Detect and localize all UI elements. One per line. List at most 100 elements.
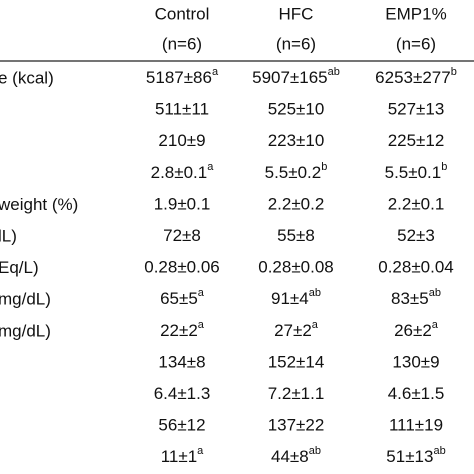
cell-value: 26±2 xyxy=(394,321,432,340)
cell-superscript: a xyxy=(197,445,204,457)
cell-value: 2.8±0.1 xyxy=(151,163,208,182)
cell: 130±9 xyxy=(392,353,439,372)
cell-value: 5.5±0.2 xyxy=(265,163,322,182)
cell: 137±22 xyxy=(268,416,325,435)
cell: 65±5a xyxy=(160,287,205,309)
cell-value: 525±10 xyxy=(268,100,325,119)
cell-value: 27±2 xyxy=(274,321,312,340)
cell: 0.28±0.04 xyxy=(378,258,454,277)
cell-superscript: a xyxy=(432,319,439,331)
cell-value: 137±22 xyxy=(268,416,325,435)
cell-superscript: a xyxy=(198,287,205,299)
cell: 5.5±0.1b xyxy=(385,161,448,183)
cell-value: 111±19 xyxy=(389,416,443,435)
cell-value: 152±14 xyxy=(268,353,325,372)
cell-value: 134±8 xyxy=(158,353,205,372)
cell-superscript: ab xyxy=(309,287,321,299)
cell: 56±12 xyxy=(158,416,205,435)
cell-value: 6.4±1.3 xyxy=(154,384,211,403)
cell: 2.8±0.1a xyxy=(151,161,215,183)
row-label: mg/dL) xyxy=(0,321,51,340)
cell-value: 527±13 xyxy=(388,100,445,119)
row-label: lL) xyxy=(0,226,17,245)
cell: 27±2a xyxy=(274,319,319,341)
cell: 22±2a xyxy=(160,319,205,341)
cell: 5907±165ab xyxy=(252,66,340,88)
cell: 72±8 xyxy=(163,226,201,245)
cell-superscript: ab xyxy=(433,445,445,457)
cell-value: 511±11 xyxy=(155,100,209,119)
row-label: e (kcal) xyxy=(0,68,54,87)
cell-value: 2.2±0.2 xyxy=(268,195,325,214)
cell-value: 4.6±1.5 xyxy=(388,384,445,403)
column-header: Control xyxy=(155,4,210,23)
cell: 11±1a xyxy=(161,445,204,467)
cell-value: 7.2±1.1 xyxy=(268,384,325,403)
cell: 225±12 xyxy=(388,132,445,151)
cell-value: 210±9 xyxy=(158,132,205,151)
cell-superscript: ab xyxy=(309,445,321,457)
cell-superscript: ab xyxy=(328,66,340,78)
cell-value: 44±8 xyxy=(271,448,309,467)
cell: 4.6±1.5 xyxy=(388,384,445,403)
cell-superscript: a xyxy=(207,161,214,173)
row-label: weight (%) xyxy=(0,195,78,214)
cell: 55±8 xyxy=(277,226,315,245)
cell-value: 65±5 xyxy=(160,290,198,309)
cell: 210±9 xyxy=(158,132,205,151)
cell: 2.2±0.2 xyxy=(268,195,325,214)
cell: 527±13 xyxy=(388,100,445,119)
cell-value: 130±9 xyxy=(392,353,439,372)
cell-value: 72±8 xyxy=(163,226,201,245)
cell: 26±2a xyxy=(394,319,439,341)
cell: 134±8 xyxy=(158,353,205,372)
cell-value: 2.2±0.1 xyxy=(388,195,445,214)
cell-value: 0.28±0.04 xyxy=(378,258,454,277)
cell: 6253±277b xyxy=(375,66,457,88)
cell: 1.9±0.1 xyxy=(154,195,211,214)
cell-value: 83±5 xyxy=(391,290,429,309)
cell-value: 22±2 xyxy=(160,321,198,340)
column-header: EMP1% xyxy=(385,4,446,23)
cell: 52±3 xyxy=(397,226,435,245)
cell: 83±5ab xyxy=(391,287,441,309)
cell: 511±11 xyxy=(155,100,209,119)
cell-value: 5907±165 xyxy=(252,68,328,87)
cell-value: 0.28±0.06 xyxy=(144,258,220,277)
cell: 525±10 xyxy=(268,100,325,119)
column-n: (n=6) xyxy=(396,34,436,53)
cell: 5187±86a xyxy=(146,66,219,88)
cell: 5.5±0.2b xyxy=(265,161,328,183)
cell-value: 6253±277 xyxy=(375,68,451,87)
row-label: Eq/L) xyxy=(0,258,39,277)
cell: 51±13ab xyxy=(386,445,445,467)
cell: 111±19 xyxy=(389,416,443,435)
column-n: (n=6) xyxy=(276,34,316,53)
column-header: HFC xyxy=(279,4,314,23)
column-n: (n=6) xyxy=(162,34,202,53)
cell: 152±14 xyxy=(268,353,325,372)
cell-superscript: b xyxy=(451,66,457,78)
cell-superscript: a xyxy=(212,66,219,78)
cell-superscript: b xyxy=(441,161,447,173)
cell-superscript: ab xyxy=(429,287,441,299)
cell-value: 1.9±0.1 xyxy=(154,195,211,214)
cell-value: 52±3 xyxy=(397,226,435,245)
cell-value: 56±12 xyxy=(158,416,205,435)
cell: 44±8ab xyxy=(271,445,321,467)
cell-value: 225±12 xyxy=(388,132,445,151)
cell-superscript: a xyxy=(312,319,319,331)
cell-value: 223±10 xyxy=(268,132,325,151)
cell: 7.2±1.1 xyxy=(268,384,325,403)
cell: 91±4ab xyxy=(271,287,321,309)
row-label: mg/dL) xyxy=(0,290,51,309)
cell: 6.4±1.3 xyxy=(154,384,211,403)
cell-value: 0.28±0.08 xyxy=(258,258,334,277)
cell: 2.2±0.1 xyxy=(388,195,445,214)
cell-superscript: b xyxy=(321,161,327,173)
cell-value: 91±4 xyxy=(271,290,309,309)
cell: 223±10 xyxy=(268,132,325,151)
cell-value: 55±8 xyxy=(277,226,315,245)
